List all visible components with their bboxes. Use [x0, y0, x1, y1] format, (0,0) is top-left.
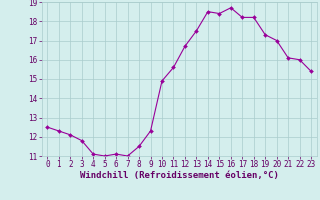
- X-axis label: Windchill (Refroidissement éolien,°C): Windchill (Refroidissement éolien,°C): [80, 171, 279, 180]
